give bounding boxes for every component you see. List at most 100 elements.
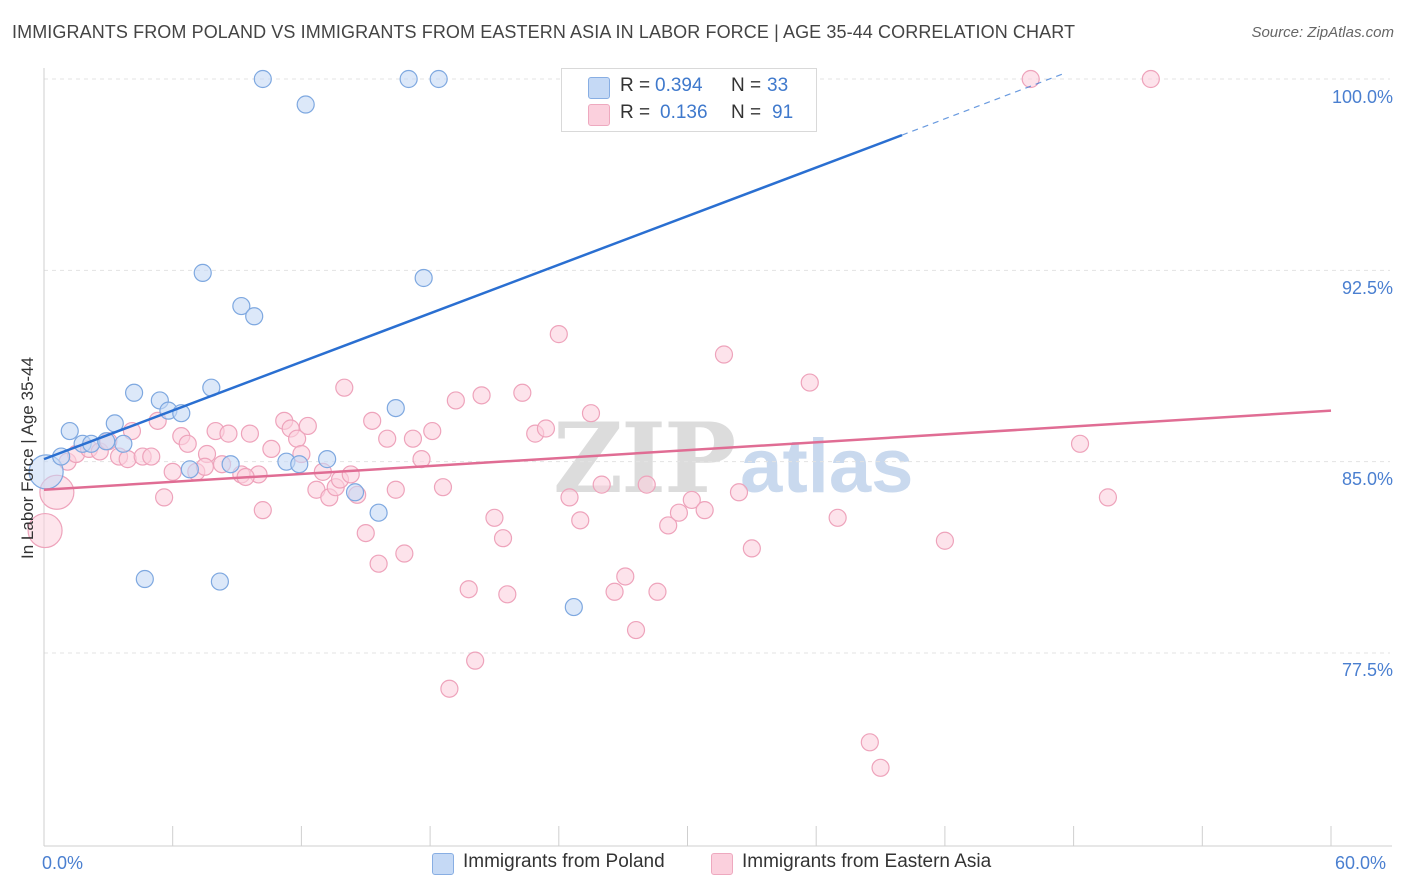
eastern-asia-point <box>440 679 459 698</box>
eastern-asia-point <box>466 651 485 670</box>
r-label: R = <box>620 102 651 123</box>
poland-point <box>232 296 251 316</box>
eastern-asia-point <box>592 475 611 494</box>
eastern-asia-point <box>616 567 635 586</box>
poland-point <box>414 268 433 288</box>
eastern-asia-point <box>446 391 465 410</box>
eastern-asia-point <box>1098 488 1118 507</box>
eastern-asia-point <box>669 503 689 522</box>
poland-point <box>369 503 388 522</box>
correlation-legend: R = 0.394 N = 33 R = 0.136 N = 91 <box>561 68 817 132</box>
gridlines <box>44 78 1390 654</box>
eastern-asia-point <box>1141 69 1160 89</box>
eastern-asia-point <box>1070 434 1090 453</box>
eastern-asia-point <box>163 462 182 481</box>
poland-trend-extension <box>901 73 1064 136</box>
eastern-asia-point <box>433 478 453 497</box>
legend-label-poland: Immigrants from Poland <box>463 851 665 872</box>
eastern-asia-point <box>341 465 360 484</box>
eastern-asia-point <box>637 475 656 494</box>
stats-row-poland: R = 0.394 N = 33 <box>562 75 816 101</box>
eastern-asia-point <box>298 416 317 436</box>
eastern-asia-point <box>472 386 491 405</box>
r-value: 0.394 <box>655 75 703 96</box>
x-tick-label: 0.0% <box>42 853 84 873</box>
eastern-asia-point <box>378 429 397 448</box>
eastern-asia-point <box>423 421 442 441</box>
eastern-asia-point <box>605 582 624 601</box>
eastern-asia-point <box>581 404 601 423</box>
eastern-asia-swatch <box>588 104 610 126</box>
eastern-asia-point <box>860 733 879 752</box>
r-value: 0.136 <box>660 102 708 123</box>
eastern-asia-point <box>493 529 513 548</box>
eastern-asia-point <box>828 508 847 527</box>
eastern-asia-point <box>142 447 161 466</box>
poland-point <box>180 460 199 479</box>
poland-point <box>114 434 133 453</box>
eastern-asia-point <box>513 383 532 402</box>
eastern-asia-point <box>648 582 667 601</box>
eastern-asia-point <box>262 439 281 459</box>
eastern-asia-point <box>714 345 734 364</box>
stats-row-eastern-asia: R = 0.136 N = 91 <box>562 102 816 128</box>
eastern-asia-point <box>403 429 423 448</box>
eastern-asia-point <box>729 483 749 502</box>
legend-swatch-eastern-asia <box>711 853 733 875</box>
y-tick-label: 100.0% <box>1331 87 1393 107</box>
n-label: N = <box>731 75 762 96</box>
poland-point <box>60 421 79 441</box>
poland-point <box>345 483 365 502</box>
poland-point <box>429 69 448 89</box>
eastern-asia-point <box>560 488 579 507</box>
eastern-asia-point <box>682 490 701 510</box>
n-value: 33 <box>767 75 789 96</box>
eastern-asia-point <box>155 488 174 507</box>
poland-point <box>253 69 272 89</box>
eastern-asia-point <box>253 501 272 520</box>
poland-swatch <box>588 77 610 99</box>
poland-point <box>290 455 309 474</box>
y-tick-label: 92.5% <box>1341 278 1393 298</box>
eastern-asia-point <box>871 758 890 777</box>
eastern-asia-point <box>1021 69 1040 89</box>
eastern-asia-point <box>695 501 714 520</box>
trend-lines <box>43 73 1332 491</box>
series-poland-points <box>28 69 744 617</box>
poland-point <box>564 597 583 617</box>
x-tick-label: 60.0% <box>1335 853 1387 873</box>
eastern-asia-point <box>626 620 646 640</box>
eastern-asia-point <box>536 419 556 438</box>
poland-point <box>135 569 154 589</box>
eastern-asia-point <box>195 457 214 476</box>
y-axis-label: In Labor Force | Age 35-44 <box>18 357 37 559</box>
r-label: R = <box>620 75 651 96</box>
eastern-asia-point <box>240 424 260 443</box>
axes <box>43 68 1392 847</box>
eastern-asia-point <box>742 539 761 558</box>
eastern-asia-point <box>800 373 819 392</box>
eastern-asia-point <box>459 580 478 599</box>
chart-title: IMMIGRANTS FROM POLAND VS IMMIGRANTS FRO… <box>12 22 1076 42</box>
poland-point <box>193 263 212 282</box>
eastern-asia-point <box>219 424 238 443</box>
poland-point <box>221 455 240 474</box>
eastern-asia-point <box>549 325 568 344</box>
y-tick-label: 77.5% <box>1341 660 1393 680</box>
poland-point <box>399 69 418 89</box>
eastern-asia-point <box>363 411 382 430</box>
eastern-asia-point <box>335 378 354 397</box>
eastern-asia-point <box>498 585 517 604</box>
series-legend: Immigrants from Poland Immigrants from E… <box>0 851 1406 879</box>
eastern-asia-point <box>27 512 63 549</box>
eastern-asia-point <box>386 480 405 499</box>
series-eastern-asia-points <box>27 69 1160 777</box>
y-tick-label: 85.0% <box>1341 469 1393 489</box>
poland-point <box>245 307 264 326</box>
poland-point <box>296 95 315 114</box>
eastern-asia-point <box>395 544 414 563</box>
eastern-asia-point <box>935 531 955 550</box>
eastern-asia-point <box>659 516 678 535</box>
legend-label-eastern-asia: Immigrants from Eastern Asia <box>742 851 992 872</box>
